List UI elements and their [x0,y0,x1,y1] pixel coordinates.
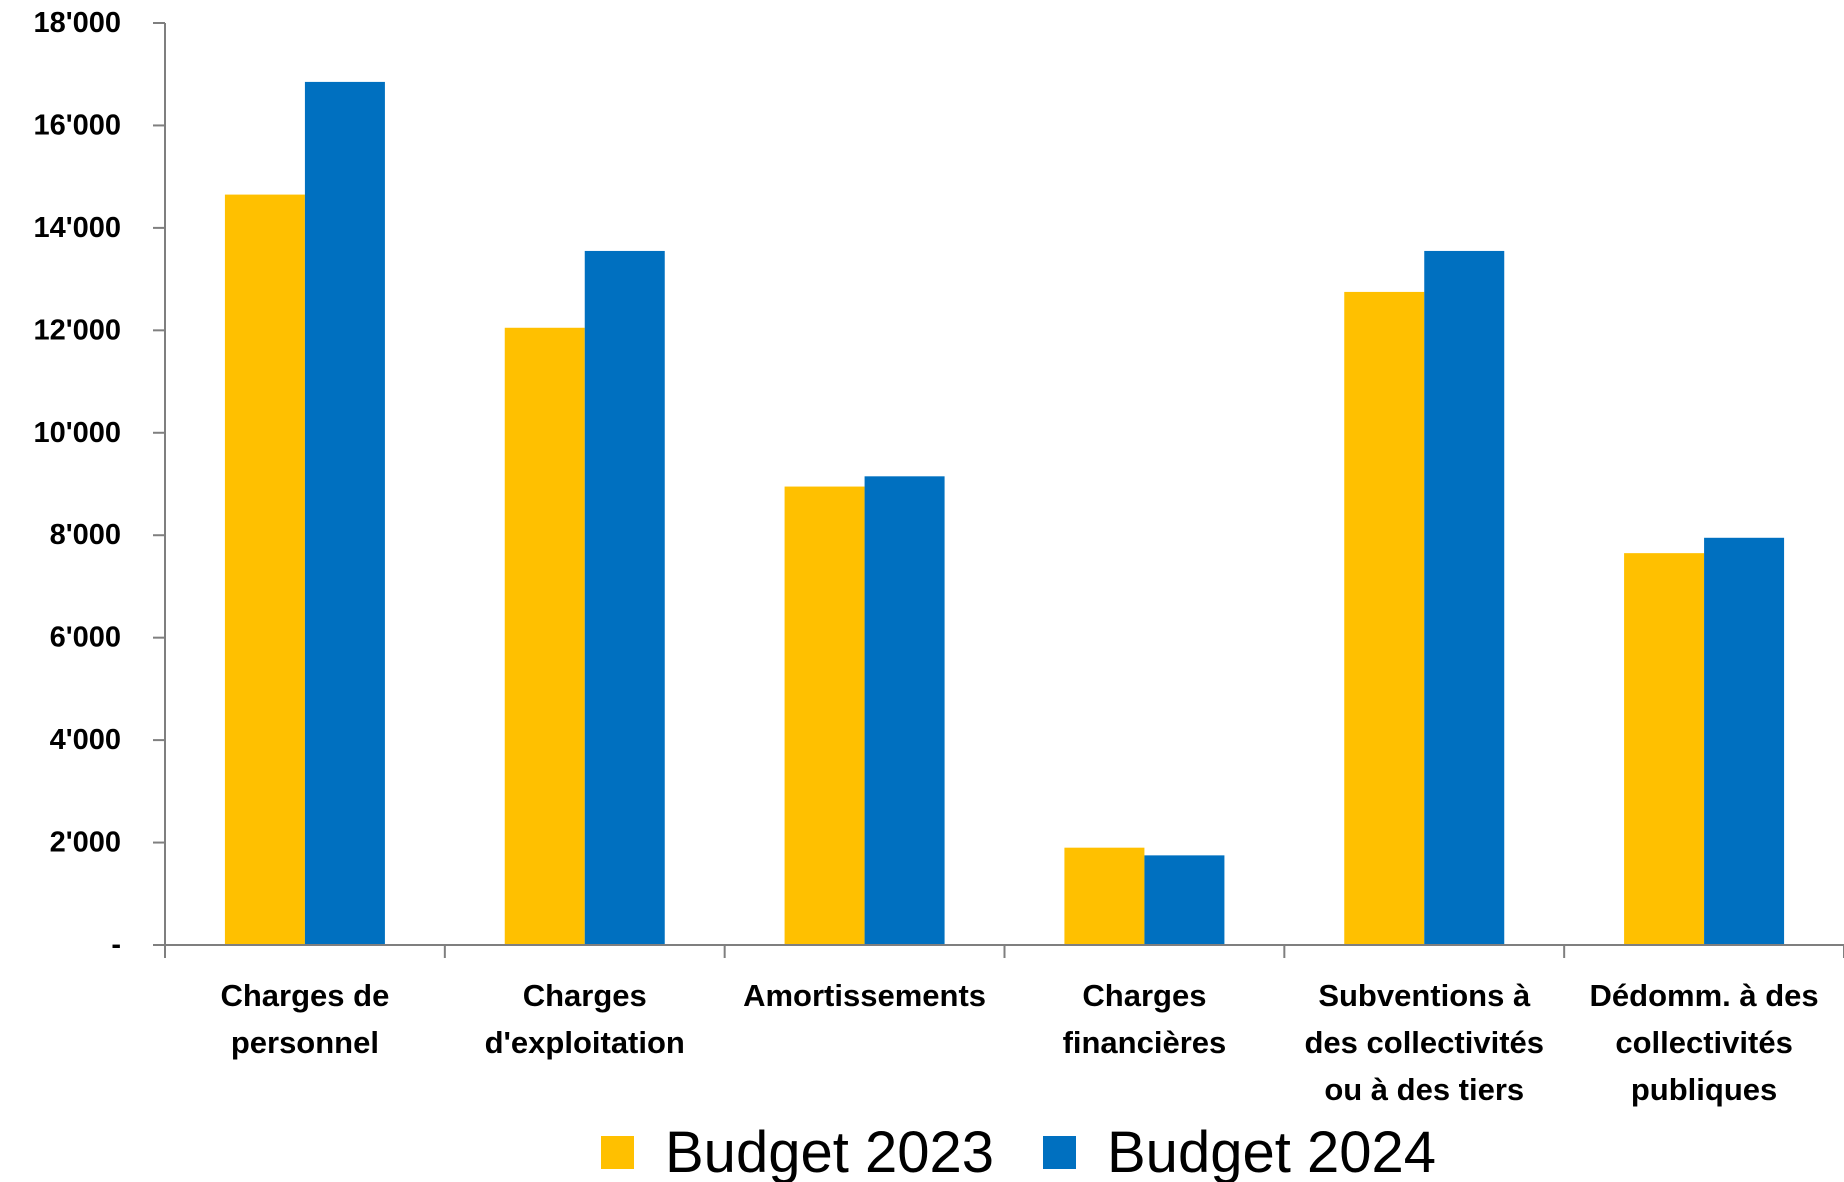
x-category-label-line: financières [1063,1025,1227,1060]
x-category-label-line: Amortissements [743,978,986,1013]
y-tick-label: - [111,929,121,961]
bar-budget-2024-cat-5 [1704,537,1785,945]
legend-swatch-budget-2023 [601,1136,634,1169]
bar-budget-2024-cat-2 [864,476,945,945]
x-category-label-line: collectivités [1615,1025,1792,1060]
y-tick-label: 4'000 [50,724,121,756]
bar-budget-2023-cat-3 [1064,847,1145,945]
bars-layer [224,81,1785,946]
axes-layer: - 2'000 4'000 6'000 8'000 10'000 12'000 14'000 1… [33,7,1844,1107]
x-category-label: Dédomm. à des collectivités publiques [1590,978,1819,1107]
x-category-label-line: Dédomm. à des [1590,978,1819,1013]
x-category-label: Charges de personnel [220,978,389,1060]
legend-label-budget-2024: Budget 2024 [1107,1120,1436,1182]
y-tick-label: 16'000 [33,109,121,141]
y-tick-label: 8'000 [50,519,121,551]
y-tick-label: 12'000 [33,314,121,346]
x-category-label-line: d'exploitation [485,1025,685,1060]
x-category-label: Charges financières [1063,978,1227,1060]
x-category-label-line: Charges de [220,978,389,1013]
x-category-label: Amortissements [743,978,986,1013]
bar-budget-2023-cat-5 [1624,553,1705,945]
bar-budget-2023-cat-1 [504,327,585,945]
legend-label-budget-2023: Budget 2023 [665,1120,994,1182]
x-category-label-line: personnel [231,1025,379,1060]
x-category-label: Charges d'exploitation [485,978,685,1060]
x-category-label-line: publiques [1631,1072,1777,1107]
x-category-label-line: des collectivités [1304,1025,1544,1060]
bar-budget-2024-cat-0 [304,81,385,945]
x-category-label-line: Charges [523,978,647,1013]
x-category-label-line: ou à des tiers [1324,1072,1524,1107]
x-category-label-line: Subventions à [1318,978,1531,1013]
bar-budget-2023-cat-2 [784,486,865,945]
y-tick-label: 10'000 [33,417,121,449]
legend-swatch-budget-2024 [1043,1136,1076,1169]
x-category-label-line: Charges [1082,978,1206,1013]
y-tick-label: 18'000 [33,7,121,39]
bar-budget-2024-cat-3 [1144,855,1225,945]
bar-budget-2024-cat-4 [1424,250,1505,945]
bar-budget-2023-cat-0 [224,194,305,945]
bar-budget-2024-cat-1 [584,250,665,945]
bar-budget-2023-cat-4 [1344,291,1425,946]
legend: Budget 2023 Budget 2024 [601,1120,1436,1182]
y-tick-label: 2'000 [50,827,121,859]
y-tick-label: 6'000 [50,622,121,654]
x-category-label: Subventions à des collectivités ou à des t… [1304,978,1544,1107]
y-tick-label: 14'000 [33,212,121,244]
